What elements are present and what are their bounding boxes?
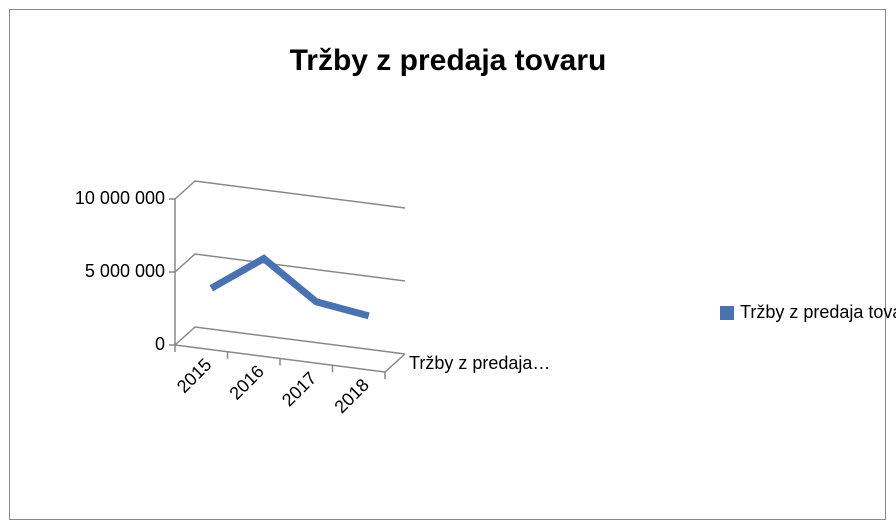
floor-edge	[384, 353, 406, 373]
y-tick-label: 10 000 000	[75, 188, 165, 208]
grid-line	[174, 253, 406, 282]
chart-border	[9, 9, 886, 520]
y-tick-label: 0	[155, 334, 165, 354]
legend-swatch	[720, 306, 734, 320]
series-line	[209, 254, 370, 320]
y-tick-label: 5 000 000	[85, 261, 165, 281]
chart-title: Tržby z predaja tovaru	[290, 44, 607, 77]
grid-line	[174, 180, 406, 209]
legend-label: Tržby z predaja tovaru	[740, 302, 896, 322]
grid-line	[174, 326, 406, 355]
depth-axis-label: Tržby z predaja…	[409, 353, 550, 373]
